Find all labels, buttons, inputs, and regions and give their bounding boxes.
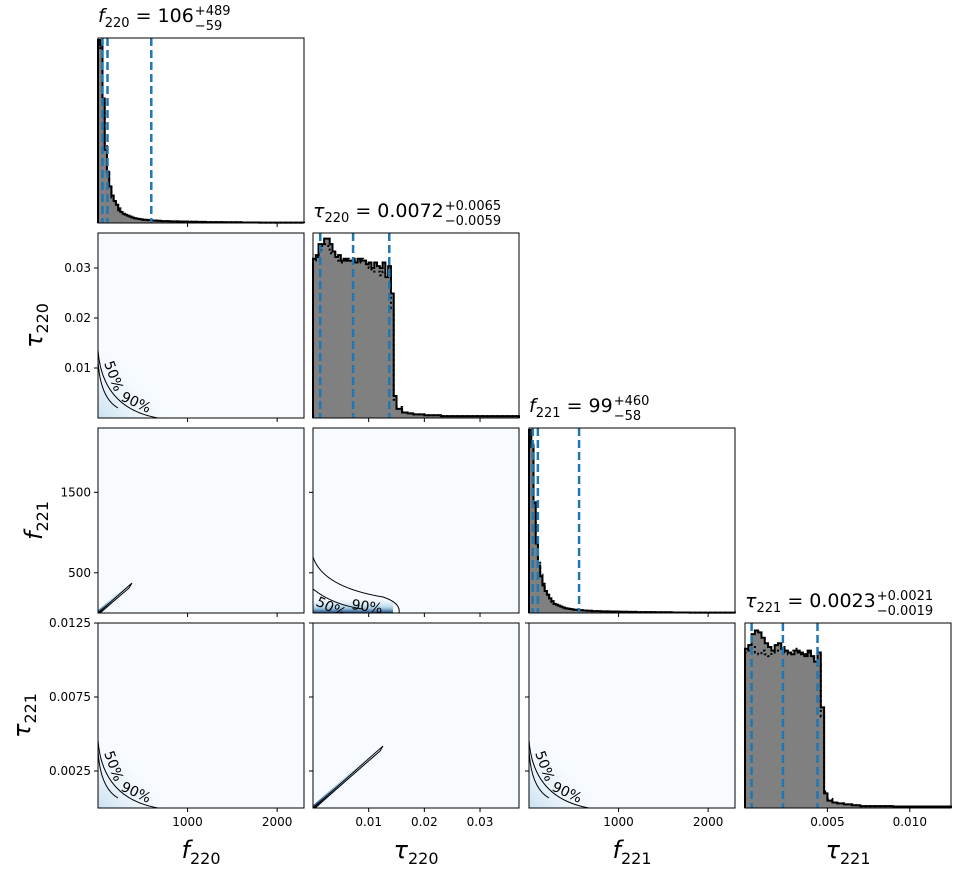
density-panel-3-2: 50%90% — [528, 622, 736, 809]
y-axis-label-2: f221 — [20, 501, 52, 540]
panel-content — [98, 581, 134, 613]
hist-background — [98, 38, 304, 223]
density-region — [529, 713, 624, 808]
density-panel-3-0: 50%90% — [97, 622, 305, 809]
contour-50 — [98, 359, 119, 409]
title-plus: +489 — [195, 4, 231, 19]
density-panel-2-1: 90%50% — [312, 427, 520, 617]
title-minus: −59 — [195, 19, 222, 34]
hist-frame — [528, 427, 736, 614]
panel-content: 50%90% — [98, 713, 193, 808]
x-axis-label-0: f220 — [182, 836, 221, 868]
title-plus: +0.0065 — [445, 199, 501, 214]
y-axis-label-1: τ220 — [20, 303, 52, 348]
x-tick-label: 2000 — [262, 815, 293, 829]
x-axis-label-1: τ220 — [394, 836, 439, 868]
panel-content — [313, 744, 385, 808]
x-axis-label-3: τ221 — [826, 836, 871, 868]
x-tick-label: 2000 — [693, 815, 724, 829]
y-tick-label: 500 — [68, 566, 91, 580]
contour-90 — [313, 556, 400, 613]
x-tick-label: 0.02 — [411, 815, 438, 829]
hist-main-line — [528, 429, 736, 614]
x-tick-label: 0.010 — [893, 815, 927, 829]
x-tick-label: 0.01 — [355, 815, 382, 829]
hist-panel-3: τ221 = 0.0023 +0.0021−0.0019 — [744, 589, 952, 809]
density-panel-1-0: 50%90% — [97, 232, 305, 419]
panel-frame — [97, 622, 305, 809]
hist-main-line — [744, 629, 952, 808]
hist-background — [529, 428, 735, 613]
contour-90 — [98, 739, 159, 808]
density-region — [98, 323, 193, 418]
x-tick-label: 0.03 — [467, 815, 494, 829]
param-title-2: f221 = 99 — [529, 395, 613, 421]
contour-90 — [98, 582, 133, 613]
param-title-3: τ221 = 0.0023 — [745, 590, 876, 616]
contour-50 — [313, 588, 364, 610]
hist-fill — [745, 630, 951, 808]
hist-panel-1: τ220 = 0.0072 +0.0065−0.0059 — [312, 199, 520, 419]
density-panel-3-1 — [312, 622, 520, 809]
panel-content: 50%90% — [529, 713, 624, 808]
contour-label-90: 90% — [350, 597, 383, 617]
hist-frame — [744, 622, 952, 809]
title-plus: +0.0021 — [877, 589, 933, 604]
panel-background — [98, 428, 304, 613]
x-tick-label: 0.005 — [810, 815, 844, 829]
panel-frame — [312, 427, 520, 614]
panel-background — [313, 428, 519, 613]
density-region — [313, 599, 393, 613]
contour-90 — [313, 745, 384, 808]
panel-content: 90%50% — [313, 556, 400, 617]
y-tick-label: 0.01 — [64, 361, 91, 375]
contour-50 — [98, 749, 119, 799]
panel-frame — [312, 622, 520, 809]
title-minus: −0.0059 — [445, 214, 501, 229]
contour-90 — [529, 739, 590, 808]
contour-90 — [98, 349, 159, 418]
title-minus: −58 — [614, 409, 641, 424]
hist-frame — [312, 232, 520, 419]
density-panel-2-0 — [97, 427, 305, 614]
panel-frame — [97, 427, 305, 614]
y-tick-label: 1500 — [60, 485, 91, 499]
panel-frame — [528, 622, 736, 809]
x-tick-label: 1000 — [603, 815, 634, 829]
y-tick-label: 0.02 — [64, 311, 91, 325]
x-axis-label-2: f221 — [613, 836, 652, 868]
x-tick-label: 1000 — [172, 815, 203, 829]
y-tick-label: 0.0075 — [49, 690, 91, 704]
hist-frame — [97, 37, 305, 224]
y-tick-label: 0.03 — [64, 261, 91, 275]
y-tick-label: 0.0125 — [49, 616, 91, 630]
title-minus: −0.0019 — [877, 604, 933, 619]
contour-50 — [529, 749, 550, 799]
hist-panel-0: f220 = 106 +489−59 — [97, 4, 305, 224]
hist-panel-2: f221 = 99 +460−58 — [528, 394, 736, 614]
panel-frame — [97, 232, 305, 419]
hist-main-line — [97, 39, 305, 224]
y-tick-label: 0.0025 — [49, 764, 91, 778]
param-title-0: f220 = 106 — [98, 5, 194, 31]
density-region — [98, 713, 193, 808]
y-axis-label-3: τ221 — [8, 693, 40, 738]
title-plus: +460 — [614, 394, 650, 409]
param-title-1: τ220 = 0.0072 — [313, 200, 444, 226]
hist-main-line — [312, 237, 520, 418]
hist-fill — [313, 238, 519, 418]
panel-content: 50%90% — [98, 323, 193, 418]
